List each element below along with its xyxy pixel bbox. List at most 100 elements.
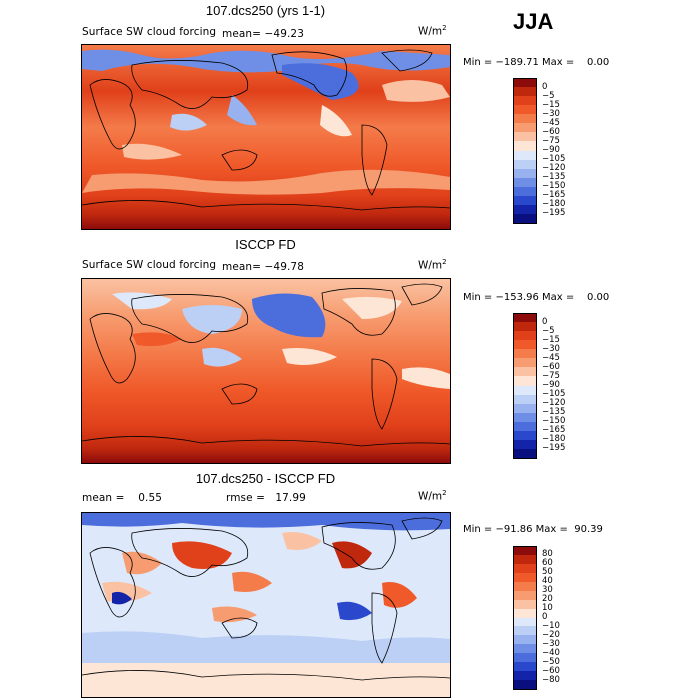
colorbar-swatch xyxy=(513,590,537,601)
colorbar-label: 40 xyxy=(542,576,553,587)
colorbar-swatch xyxy=(513,617,537,627)
panel-2-unit: W/m2 xyxy=(418,258,447,272)
colorbar-label: −30 xyxy=(542,343,560,354)
colorbar-label: −45 xyxy=(542,352,560,363)
colorbar-swatch xyxy=(513,572,537,583)
colorbar-swatch xyxy=(513,340,537,350)
colorbar-label: 50 xyxy=(542,567,553,578)
panel-3-mean: mean = 0.55 xyxy=(82,492,163,504)
colorbar-label: −15 xyxy=(542,334,560,345)
colorbar-swatch xyxy=(513,123,537,133)
panel-1-minmax: Min = −189.71 Max = 0.00 xyxy=(463,57,610,68)
panel-3-colorbar: 80 60 50 40 30 20 10 0 −10 −20 −30 −40 −50 −60 −80 xyxy=(513,546,603,692)
colorbar-swatch xyxy=(513,394,537,405)
colorbar-swatch xyxy=(513,204,537,215)
panel-1-map-svg xyxy=(82,45,450,229)
colorbar-swatch xyxy=(513,644,537,654)
panel-2-map xyxy=(81,278,451,464)
colorbar-swatch xyxy=(513,430,537,441)
panel-2-field-label: Surface SW cloud forcing xyxy=(82,259,217,271)
colorbar-label: 20 xyxy=(542,594,553,605)
panel-1-title: 107.dcs250 (yrs 1-1) xyxy=(205,3,326,18)
colorbar-label: −30 xyxy=(542,108,560,119)
colorbar-label: −60 xyxy=(542,126,560,137)
colorbar-label: −80 xyxy=(542,674,560,685)
colorbar-swatch xyxy=(513,358,537,368)
colorbar-label: −10 xyxy=(542,620,560,631)
colorbar-label: −90 xyxy=(542,145,560,155)
colorbar-label: −15 xyxy=(542,99,560,110)
colorbar-swatch xyxy=(513,159,537,170)
colorbar-label: −120 xyxy=(542,398,566,409)
colorbar-swatch xyxy=(513,213,537,224)
colorbar-swatch xyxy=(513,421,537,432)
colorbar-swatch xyxy=(513,96,537,106)
colorbar-label: −40 xyxy=(542,647,560,658)
colorbar-swatch xyxy=(513,599,537,610)
panel-2-map-svg xyxy=(82,279,450,463)
colorbar-swatch xyxy=(513,87,537,97)
colorbar-swatch xyxy=(513,439,537,450)
colorbar-swatch xyxy=(513,376,537,386)
panel-1-unit: W/m2 xyxy=(418,24,447,38)
panel-3-title: 107.dcs250 - ISCCP FD xyxy=(195,471,336,486)
colorbar-label: −75 xyxy=(542,135,560,146)
colorbar-swatch xyxy=(513,331,537,341)
colorbar-swatch xyxy=(513,635,537,645)
panel-2-mean: mean= −49.78 xyxy=(222,261,304,273)
panel-2-title: ISCCP FD xyxy=(235,237,296,252)
colorbar-swatch xyxy=(513,177,537,188)
colorbar-label: −165 xyxy=(542,190,566,201)
panel-1-colorbar: 0 −5 −15 −30 −45 −60 −75 −90 −105 −120 −135 −150 −16… xyxy=(513,78,603,228)
colorbar-swatch xyxy=(513,680,537,690)
panel-2-minmax: Min = −153.96 Max = 0.00 xyxy=(463,292,610,303)
panel-3-rmse: rmse = 17.99 xyxy=(226,492,306,504)
colorbar-swatch xyxy=(513,626,537,636)
colorbar-swatch xyxy=(513,554,537,565)
panel-3-unit: W/m2 xyxy=(418,489,447,503)
panel-3-minmax: Min = −91.86 Max = 90.39 xyxy=(463,524,603,535)
colorbar-swatch xyxy=(513,168,537,179)
colorbar-label: −105 xyxy=(542,389,566,400)
colorbar-swatch xyxy=(513,581,537,592)
colorbar-label: −60 xyxy=(542,361,560,372)
colorbar-label: 30 xyxy=(542,585,553,596)
colorbar-label: 60 xyxy=(542,558,553,569)
colorbar-swatch xyxy=(513,563,537,574)
panel-1-field-label: Surface SW cloud forcing xyxy=(82,26,217,38)
colorbar-swatch xyxy=(513,114,537,124)
colorbar-label: −165 xyxy=(542,425,566,436)
colorbar-swatch xyxy=(513,671,537,681)
colorbar-swatch xyxy=(513,546,537,556)
colorbar-label: −50 xyxy=(542,656,560,667)
colorbar-label: −20 xyxy=(542,629,560,640)
colorbar-label: −135 xyxy=(542,407,566,418)
colorbar-swatch xyxy=(513,132,537,142)
colorbar-label: −135 xyxy=(542,172,566,183)
season-label: JJA xyxy=(513,9,554,34)
colorbar-swatch xyxy=(513,141,537,151)
colorbar-swatch xyxy=(513,412,537,423)
colorbar-swatch xyxy=(513,403,537,414)
colorbar-label: −5 xyxy=(542,325,555,336)
colorbar-label: −180 xyxy=(542,199,566,210)
colorbar-label: −195 xyxy=(542,208,566,219)
colorbar-label: 0 xyxy=(542,81,548,92)
colorbar-label: −120 xyxy=(542,163,566,174)
colorbar-swatch xyxy=(513,662,537,672)
colorbar-swatch xyxy=(513,313,537,323)
colorbar-swatch xyxy=(513,78,537,88)
colorbar-label: −45 xyxy=(542,117,560,128)
panel-2-colorbar: 0 −5 −15 −30 −45 −60 −75 −90 −105 −120 −135 −150 −16… xyxy=(513,313,603,463)
colorbar-label: −75 xyxy=(542,370,560,381)
colorbar-label: −195 xyxy=(542,443,566,454)
colorbar-label: 10 xyxy=(542,603,553,614)
colorbar-label: −150 xyxy=(542,416,566,427)
colorbar-label: −150 xyxy=(542,181,566,192)
panel-3-map-svg xyxy=(82,513,450,697)
panel-1-mean: mean= −49.23 xyxy=(222,28,304,40)
colorbar-label: −30 xyxy=(542,638,560,649)
colorbar-swatch xyxy=(513,322,537,332)
colorbar-swatch xyxy=(513,448,537,459)
colorbar-swatch xyxy=(513,186,537,197)
